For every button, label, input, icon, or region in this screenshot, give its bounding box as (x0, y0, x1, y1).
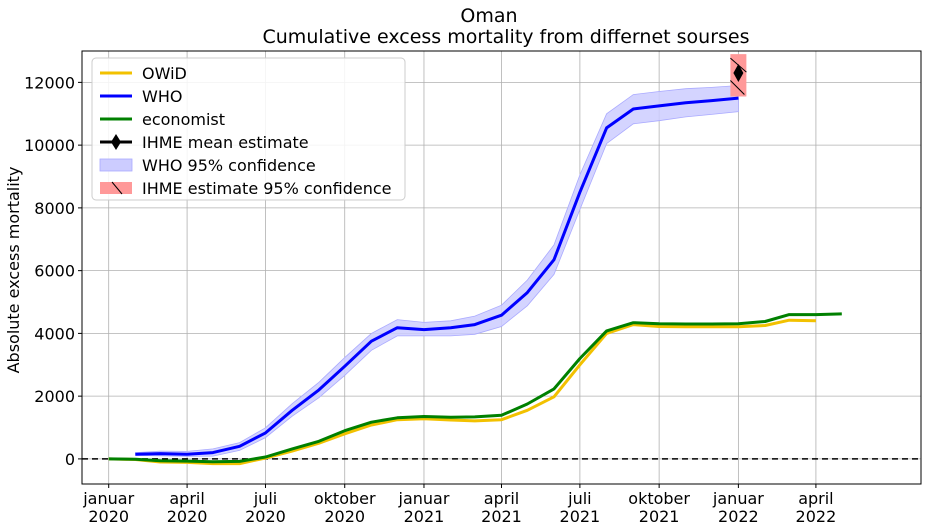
x-tick-label: juli (253, 489, 277, 508)
x-tick-label: 2021 (560, 507, 601, 526)
legend-label: IHME mean estimate (142, 133, 309, 152)
chart-title: Oman (460, 5, 517, 27)
who-confidence-band (135, 85, 739, 457)
x-tick-label: 2021 (404, 507, 445, 526)
legend-label: WHO (142, 87, 182, 106)
series-line-owid (108, 318, 816, 466)
legend-label: economist (142, 110, 225, 129)
legend-diamond (111, 134, 121, 150)
ihme-mean-marker (733, 63, 744, 82)
confidence-bands (135, 85, 739, 457)
x-tick-label: 2020 (245, 507, 286, 526)
legend-swatch (99, 158, 133, 172)
ihme-marker (730, 54, 747, 97)
y-tick-label: 6000 (34, 262, 75, 281)
y-tick-label: 12000 (24, 73, 75, 92)
x-tick-label: 2021 (639, 507, 680, 526)
x-tick-label: 2022 (796, 507, 837, 526)
y-tick-label: 0 (65, 450, 75, 469)
x-tick-label: april (169, 489, 204, 508)
x-tick-label: januar (82, 489, 134, 508)
legend-hatch (111, 181, 123, 195)
y-tick-label: 8000 (34, 199, 75, 218)
legend: OWiD WHO economist IHME mean estimate WHO 95… (91, 57, 406, 201)
legend-box (91, 57, 406, 201)
y-tick-label: 10000 (24, 136, 75, 155)
x-axis-ticks: januar2020april2020juli2020oktober2020ja… (82, 484, 836, 526)
y-tick-label: 2000 (34, 387, 75, 406)
ihme-hatch (730, 80, 745, 95)
x-tick-label: 2020 (167, 507, 208, 526)
chart-subtitle: Cumulative excess mortality from differn… (263, 26, 750, 48)
y-tick-label: 4000 (34, 324, 75, 343)
series-lines (108, 96, 842, 466)
legend-label: IHME estimate 95% confidence (142, 179, 391, 198)
x-tick-label: april (484, 489, 519, 508)
x-tick-label: 2021 (481, 507, 522, 526)
series-line-who (135, 96, 739, 456)
x-tick-label: 2020 (324, 507, 365, 526)
y-axis-ticks: 0 2000 4000 6000 8000 10000 12000 (24, 73, 82, 469)
x-tick-label: januar (712, 489, 764, 508)
x-tick-label: 2020 (88, 507, 129, 526)
x-tick-label: oktober (628, 489, 690, 508)
x-tick-label: april (798, 489, 833, 508)
legend-swatch (100, 182, 132, 194)
legend-label: WHO 95% confidence (142, 156, 316, 175)
grid (82, 51, 921, 484)
x-tick-label: januar (398, 489, 450, 508)
legend-label: OWiD (142, 64, 187, 83)
x-tick-label: oktober (314, 489, 376, 508)
series-line-economist (108, 312, 842, 464)
y-axis-label: Absolute excess mortality (4, 167, 23, 374)
x-tick-label: juli (567, 489, 591, 508)
x-tick-label: 2022 (718, 507, 759, 526)
